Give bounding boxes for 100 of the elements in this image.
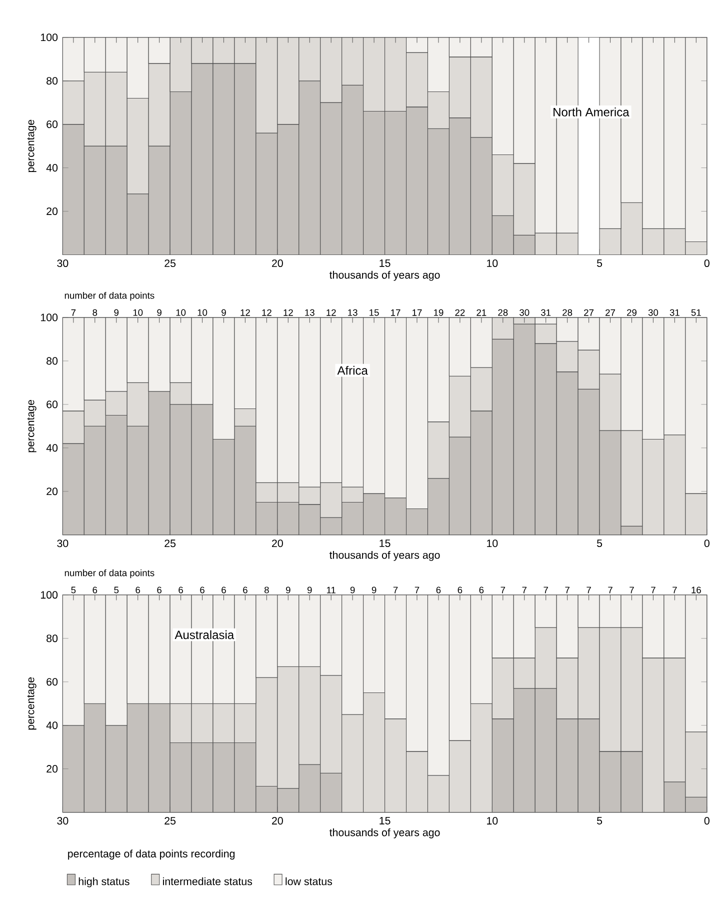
y-tick-label: 40 [46, 164, 58, 172]
annotation: 29 [627, 309, 637, 316]
text: number of data points [64, 292, 154, 301]
annotation: 6 [436, 586, 441, 594]
annotation: 6 [157, 586, 162, 594]
x-tick-label: 5 [597, 259, 602, 267]
y-tick-label: 80 [46, 77, 58, 85]
annotation: 28 [562, 309, 572, 316]
annotation: 15 [370, 309, 379, 316]
x-tick-label: 30 [57, 817, 68, 825]
annotation: 7 [608, 586, 612, 594]
text: number of data points [64, 569, 154, 578]
annotation: 7 [630, 586, 634, 594]
annotation: 9 [157, 309, 162, 316]
annotation: 5 [114, 586, 119, 594]
annotation: 7 [393, 586, 398, 594]
annotation: 12 [240, 309, 250, 316]
annotation: 6 [136, 586, 140, 594]
annotation: 12 [262, 309, 272, 316]
x-tick-label: 10 [487, 540, 498, 548]
annotation: 10 [198, 309, 208, 316]
x-tick-label: 25 [164, 259, 176, 268]
x-tick-label: 25 [164, 540, 176, 548]
annotation: 13 [348, 309, 358, 316]
annotation: 7 [565, 586, 570, 594]
y-tick-label: 60 [46, 678, 58, 686]
annotation: 7 [672, 586, 677, 594]
legend-label: intermediate status [163, 877, 252, 886]
annotation: 5 [71, 586, 76, 594]
annotation: 31 [670, 309, 680, 316]
x-tick-label: 0 [704, 259, 710, 268]
annotation: 10 [133, 309, 143, 316]
annotation: 31 [541, 309, 551, 316]
x-tick-label: 15 [380, 259, 390, 267]
text: Australasia [174, 630, 234, 640]
annotation: 30 [520, 309, 530, 316]
y-tick-label: 80 [46, 634, 58, 642]
x-axis-title: thousands of years ago [330, 270, 440, 281]
x-tick-label: 5 [597, 817, 602, 824]
annotation: 30 [648, 309, 658, 316]
annotation: 16 [692, 586, 701, 594]
annotation: 22 [455, 309, 465, 316]
annotation: 7 [522, 586, 527, 594]
annotation: 8 [92, 309, 98, 316]
annotation: 11 [327, 586, 336, 594]
x-tick-label: 20 [272, 540, 283, 548]
annotation: 7 [586, 586, 591, 594]
annotation: 6 [178, 586, 183, 594]
x-tick-label: 30 [57, 540, 68, 548]
text: Africa [337, 366, 368, 375]
annotation: 6 [479, 586, 484, 594]
annotation: 12 [326, 309, 336, 316]
annotation: 7 [544, 586, 548, 594]
x-tick-label: 20 [272, 817, 283, 825]
legend-title: percentage of data points recording [68, 850, 235, 860]
annotation: 10 [176, 309, 186, 316]
y-tick-label: 60 [46, 400, 58, 408]
y-tick-label: 40 [46, 444, 58, 452]
y-tick-label: 100 [41, 591, 58, 599]
x-axis-title: thousands of years ago [330, 550, 440, 561]
annotation: 7 [71, 309, 76, 316]
annotation: 17 [391, 309, 400, 316]
annotation: 7 [651, 586, 656, 594]
annotation: 9 [114, 309, 119, 316]
annotation: 9 [372, 586, 376, 594]
annotation: 28 [498, 309, 508, 316]
y-tick-label: 20 [46, 765, 58, 773]
annotation: 6 [222, 586, 226, 594]
x-tick-label: 15 [380, 817, 390, 824]
annotation: 8 [264, 586, 269, 594]
x-tick-label: 30 [57, 259, 68, 268]
x-tick-label: 0 [704, 540, 710, 548]
annotation: 7 [500, 586, 506, 594]
annotation: 9 [286, 586, 290, 594]
annotation: 27 [606, 309, 616, 316]
annotation: 6 [458, 586, 462, 594]
annotation: 17 [412, 309, 422, 316]
x-axis-title: thousands of years ago [330, 828, 440, 838]
y-axis-title: percentage [27, 120, 36, 172]
y-axis-title: percentage [27, 677, 36, 730]
annotation: 6 [92, 586, 98, 594]
y-tick-label: 100 [41, 34, 58, 42]
annotation: 9 [222, 309, 226, 316]
x-tick-label: 10 [487, 259, 498, 268]
annotation: 21 [476, 309, 486, 316]
annotation: 6 [243, 586, 248, 594]
annotation: 7 [414, 586, 420, 594]
x-tick-label: 25 [164, 817, 176, 825]
x-tick-label: 10 [487, 817, 498, 825]
y-tick-label: 20 [46, 488, 58, 496]
y-tick-label: 60 [46, 120, 58, 128]
text: North America [554, 108, 630, 116]
x-tick-label: 0 [704, 817, 710, 825]
legend-label: low status [286, 877, 332, 886]
annotation: 12 [284, 309, 293, 316]
annotation: 13 [305, 309, 314, 316]
y-tick-label: 40 [46, 722, 58, 730]
annotation: 27 [584, 309, 594, 316]
y-tick-label: 100 [41, 314, 58, 322]
annotation: 9 [350, 586, 355, 594]
